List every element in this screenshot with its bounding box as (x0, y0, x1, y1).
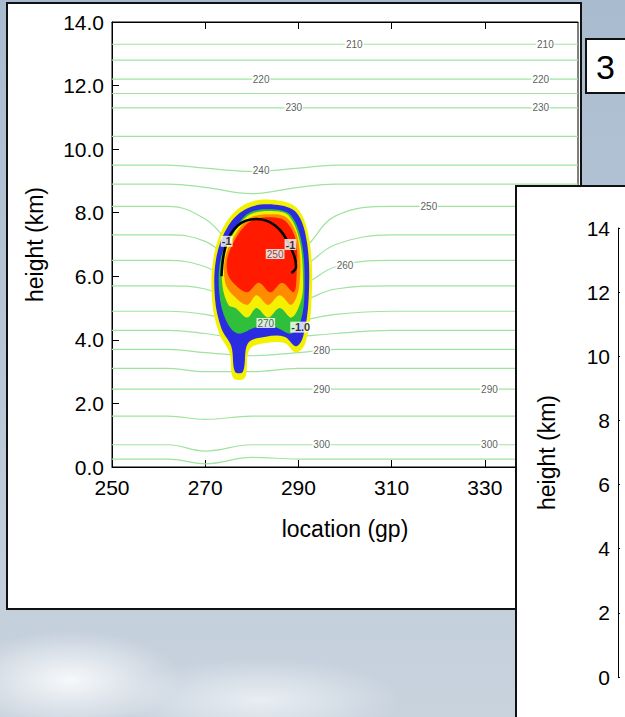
svg-text:8: 8 (598, 409, 610, 432)
svg-text:210: 210 (537, 39, 554, 50)
svg-text:-1.0: -1.0 (291, 321, 310, 333)
svg-text:0.0: 0.0 (74, 455, 104, 479)
svg-text:14: 14 (587, 217, 611, 240)
svg-text:14.0: 14.0 (63, 11, 104, 34)
svg-text:250: 250 (421, 201, 438, 212)
svg-text:height (km): height (km) (22, 187, 48, 302)
svg-text:290: 290 (481, 384, 498, 395)
svg-text:310: 310 (374, 476, 409, 499)
svg-text:12.0: 12.0 (63, 74, 104, 97)
svg-text:230: 230 (532, 102, 549, 113)
svg-text:-1: -1 (222, 235, 232, 247)
svg-text:220: 220 (532, 74, 549, 85)
svg-text:270: 270 (257, 318, 274, 329)
svg-text:210: 210 (346, 39, 363, 50)
svg-text:4.0: 4.0 (75, 328, 104, 351)
svg-text:6.0: 6.0 (75, 265, 104, 288)
svg-text:290: 290 (281, 476, 316, 499)
svg-text:6: 6 (598, 473, 610, 496)
svg-text:280: 280 (313, 345, 330, 356)
svg-text:8.0: 8.0 (75, 201, 104, 224)
svg-text:250: 250 (94, 476, 129, 499)
svg-text:4: 4 (598, 537, 610, 560)
svg-text:330: 330 (467, 476, 502, 499)
svg-text:270: 270 (188, 476, 223, 499)
svg-text:10.0: 10.0 (63, 138, 104, 161)
svg-text:2.0: 2.0 (75, 392, 104, 415)
svg-text:300: 300 (481, 439, 498, 450)
svg-text:10: 10 (587, 345, 610, 368)
html-text:3: 3 (596, 48, 615, 86)
svg-text:260: 260 (337, 260, 354, 271)
svg-text:12: 12 (587, 281, 610, 304)
svg-text:290: 290 (313, 384, 330, 395)
svg-text:0: 0 (598, 666, 610, 689)
svg-text:250: 250 (267, 249, 284, 260)
svg-text:230: 230 (285, 102, 302, 113)
svg-text:location (gp): location (gp) (282, 516, 409, 542)
svg-text:220: 220 (253, 74, 270, 85)
svg-text:height (km): height (km) (534, 395, 560, 510)
svg-text:-1: -1 (286, 239, 296, 251)
svg-text:300: 300 (313, 439, 330, 450)
svg-text:240: 240 (253, 165, 270, 176)
svg-text:2: 2 (598, 601, 610, 624)
